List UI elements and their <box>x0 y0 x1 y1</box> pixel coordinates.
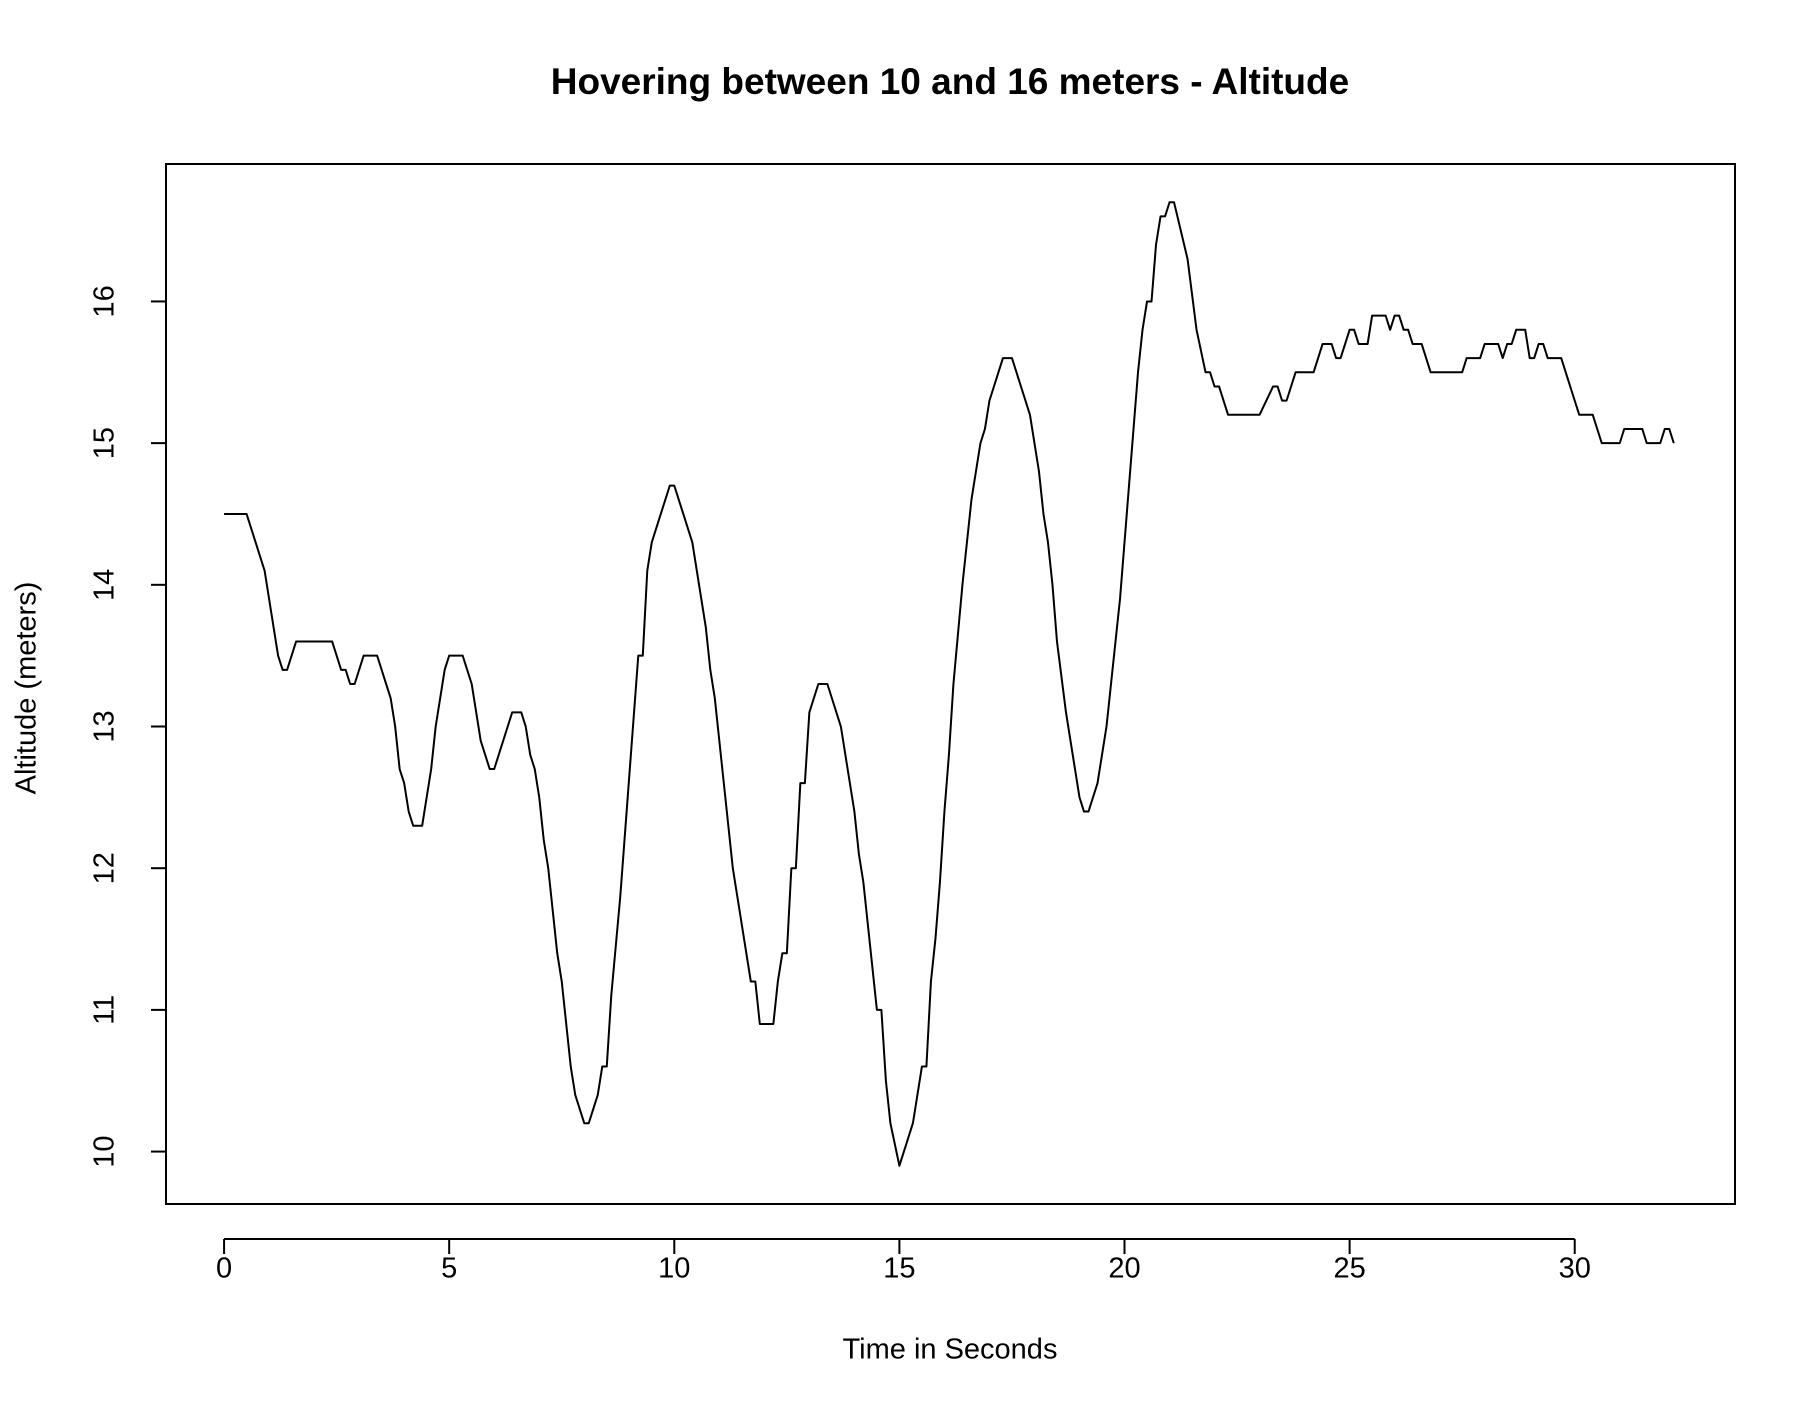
x-tick-label: 20 <box>1108 1253 1140 1285</box>
y-tick-label: 14 <box>89 569 121 601</box>
x-tick-label: 25 <box>1333 1253 1365 1285</box>
chart-title: Hovering between 10 and 16 meters - Alti… <box>551 61 1349 102</box>
y-tick-label: 13 <box>89 710 121 742</box>
y-tick-label: 10 <box>89 1135 121 1167</box>
x-tick-label: 0 <box>216 1253 232 1285</box>
x-tick-label: 10 <box>658 1253 690 1285</box>
y-tick-label: 16 <box>89 285 121 317</box>
y-tick-label: 15 <box>89 427 121 459</box>
x-tick-label: 5 <box>441 1253 457 1285</box>
data-line <box>224 201 1675 1167</box>
y-tick-label: 11 <box>89 995 121 1025</box>
x-axis-label: Time in Seconds <box>843 1334 1058 1366</box>
y-axis-label: Altitude (meters) <box>11 582 43 795</box>
x-tick-label: 15 <box>883 1253 915 1285</box>
plot-box <box>165 163 1736 1205</box>
y-tick-label: 12 <box>89 852 121 884</box>
x-tick-label: 30 <box>1559 1253 1591 1285</box>
